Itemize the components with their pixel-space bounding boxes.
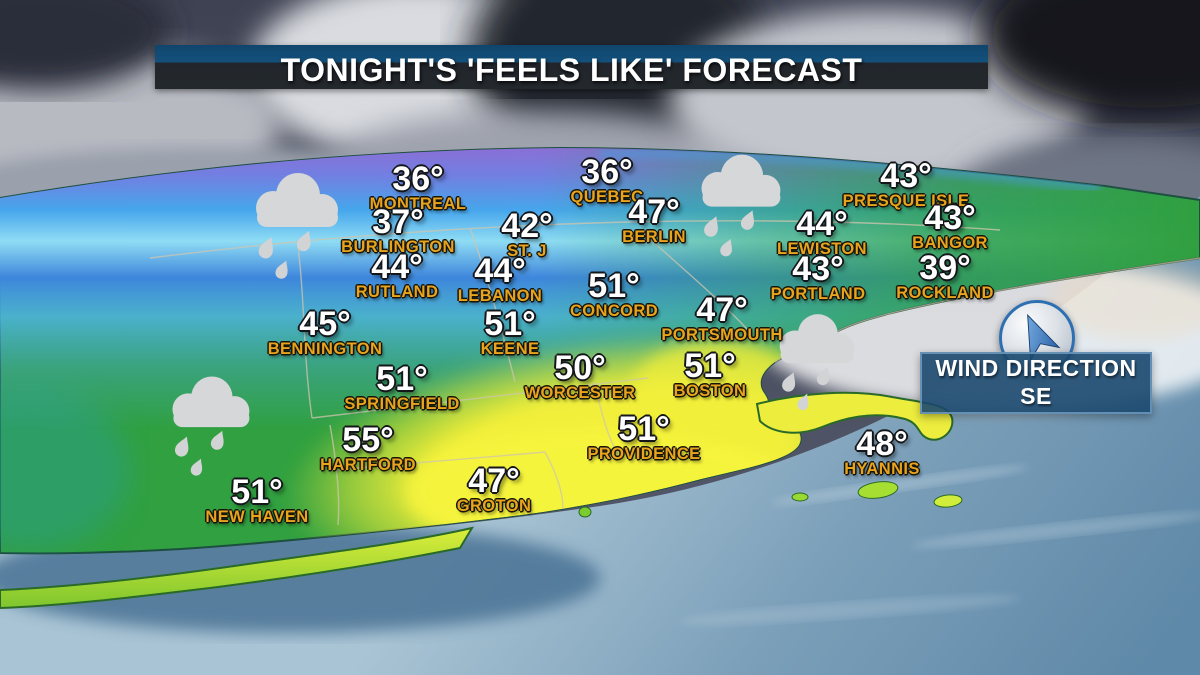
station-rockland: 39° ROCKLAND bbox=[896, 249, 994, 303]
city-name: BANGOR bbox=[912, 234, 988, 253]
city-name: ROCKLAND bbox=[896, 284, 994, 303]
temperature-value: 48° bbox=[856, 425, 908, 463]
temperature-value: 51° bbox=[376, 360, 428, 398]
station-keene: 51° KEENE bbox=[480, 305, 540, 359]
temperature-value: 43° bbox=[880, 157, 932, 195]
temperature-value: 37° bbox=[372, 203, 424, 241]
station-burlington: 37° BURLINGTON bbox=[341, 203, 455, 257]
station-worcester: 50° WORCESTER bbox=[524, 349, 636, 403]
rain-cloud-icon bbox=[244, 164, 348, 299]
city-name: MONTREAL bbox=[369, 195, 467, 214]
station-bangor: 43° BANGOR bbox=[912, 199, 988, 253]
temperature-value: 36° bbox=[581, 153, 633, 191]
temperature-value: 39° bbox=[919, 249, 971, 287]
station-boston: 51° BOSTON bbox=[673, 347, 747, 401]
temperature-value: 43° bbox=[924, 199, 976, 237]
temperature-value: 43° bbox=[792, 250, 844, 288]
wind-direction-value: SE bbox=[1020, 383, 1052, 409]
temperature-value: 47° bbox=[628, 193, 680, 231]
city-name: ST. J bbox=[507, 242, 547, 261]
wind-direction-panel: WIND DIRECTION SE bbox=[920, 352, 1152, 414]
station-lebanon: 44° LEBANON bbox=[457, 252, 543, 306]
station-portsmouth: 47° PORTSMOUTH bbox=[661, 291, 783, 345]
city-name: PRESQUE ISLE bbox=[842, 192, 970, 211]
temperature-value: 47° bbox=[696, 291, 748, 329]
city-name: LEWISTON bbox=[777, 240, 867, 259]
city-name: GROTON bbox=[456, 497, 532, 516]
city-name: CONCORD bbox=[569, 302, 659, 321]
temperature-value: 44° bbox=[371, 248, 423, 286]
station-providence: 51° PROVIDENCE bbox=[587, 410, 701, 464]
city-name: HYANNIS bbox=[844, 460, 920, 479]
temperature-value: 44° bbox=[474, 252, 526, 290]
station-quebec: 36° QUEBEC bbox=[570, 153, 644, 207]
station-groton: 47° GROTON bbox=[456, 462, 532, 516]
city-name: HARTFORD bbox=[320, 456, 416, 475]
temperature-value: 51° bbox=[684, 347, 736, 385]
station-new-haven: 51° NEW HAVEN bbox=[205, 473, 309, 527]
station-portland: 43° PORTLAND bbox=[770, 250, 866, 304]
page-title: TONIGHT'S 'FEELS LIKE' FORECAST bbox=[280, 52, 863, 88]
city-name: WORCESTER bbox=[524, 384, 636, 403]
station-hartford: 55° HARTFORD bbox=[320, 421, 416, 475]
city-name: SPRINGFIELD bbox=[344, 395, 460, 414]
temperature-value: 42° bbox=[501, 207, 553, 245]
station-concord: 51° CONCORD bbox=[569, 267, 659, 321]
temperature-value: 45° bbox=[299, 305, 351, 343]
station-presque-isle: 43° PRESQUE ISLE bbox=[842, 157, 970, 211]
station-rutland: 44° RUTLAND bbox=[355, 248, 439, 302]
city-name: RUTLAND bbox=[355, 283, 439, 302]
city-name: LEBANON bbox=[457, 287, 543, 306]
city-name: PROVIDENCE bbox=[587, 445, 701, 464]
temperature-value: 36° bbox=[392, 160, 444, 198]
wind-direction-label: WIND DIRECTION bbox=[935, 355, 1137, 382]
station-hyannis: 48° HYANNIS bbox=[844, 425, 920, 479]
city-name: BURLINGTON bbox=[341, 238, 455, 257]
temperature-value: 44° bbox=[796, 205, 848, 243]
station-springfield: 51° SPRINGFIELD bbox=[344, 360, 460, 414]
city-name: BENNINGTON bbox=[267, 340, 383, 359]
city-name: PORTSMOUTH bbox=[661, 326, 783, 345]
temperature-value: 51° bbox=[618, 410, 670, 448]
temperature-value: 51° bbox=[588, 267, 640, 305]
station-lewiston: 44° LEWISTON bbox=[777, 205, 867, 259]
temperature-value: 55° bbox=[342, 421, 394, 459]
temperature-value: 47° bbox=[468, 462, 520, 500]
temperature-value: 51° bbox=[484, 305, 536, 343]
station-montreal: 36° MONTREAL bbox=[369, 160, 467, 214]
city-name: BERLIN bbox=[622, 228, 686, 247]
station-bennington: 45° BENNINGTON bbox=[267, 305, 383, 359]
city-name: NEW HAVEN bbox=[205, 508, 309, 527]
headline-banner: TONIGHT'S 'FEELS LIKE' FORECAST bbox=[155, 45, 988, 89]
station-st-j: 42° ST. J bbox=[501, 207, 553, 261]
station-berlin: 47° BERLIN bbox=[622, 193, 686, 247]
city-name: QUEBEC bbox=[570, 188, 644, 207]
city-name: PORTLAND bbox=[770, 285, 866, 304]
city-name: KEENE bbox=[480, 340, 540, 359]
city-name: BOSTON bbox=[673, 382, 747, 401]
temperature-value: 50° bbox=[554, 349, 606, 387]
temperature-value: 51° bbox=[231, 473, 283, 511]
